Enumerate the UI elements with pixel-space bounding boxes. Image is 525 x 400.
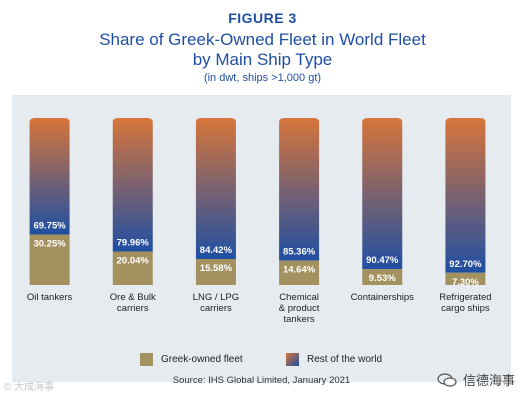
label-rest-5: 92.70%: [449, 259, 482, 270]
wechat-icon: [437, 372, 457, 387]
bar-rest-0: [29, 118, 70, 235]
figure-label: FIGURE 3: [228, 10, 297, 26]
label-rest-3: 85.36%: [283, 247, 316, 258]
label-greek-1: 20.04%: [117, 256, 150, 267]
category-label-0: Oil tankers: [27, 292, 73, 303]
label-rest-4: 90.47%: [366, 255, 399, 266]
legend-swatch-rest: [286, 353, 299, 366]
label-greek-3: 14.64%: [283, 265, 316, 276]
watermark-right: 信德海事: [437, 370, 515, 389]
bar-greek-1: [112, 251, 153, 285]
stacked-bar-chart: 69.75% 30.25% Oil tankers 79.96% 20.04% Ore &…: [27, 118, 492, 325]
bar-greek-2: [195, 258, 236, 285]
bar-greek-4: [362, 269, 403, 285]
category-label-line: carriers: [200, 303, 232, 314]
category-label-4: Containerships: [351, 292, 415, 303]
category-label-line: cargo ships: [441, 303, 490, 314]
legend-label-greek: Greek-owned fleet: [161, 354, 243, 365]
bar-greek-3: [279, 260, 320, 285]
category-label-3: Chemical & product tankers: [279, 292, 320, 325]
category-label-line: Chemical: [279, 292, 319, 303]
bar-rest-5: [445, 118, 486, 273]
label-rest-0: 69.75%: [33, 220, 66, 231]
category-label-line: LNG / LPG: [193, 292, 239, 303]
category-label-5: Refrigerated cargo ships: [439, 292, 491, 314]
label-rest-2: 84.42%: [200, 245, 233, 256]
category-label-line: & product: [279, 303, 320, 314]
bar-rest-3: [279, 118, 320, 261]
watermark-left: © 大成海事: [4, 382, 55, 393]
label-rest-1: 79.96%: [117, 238, 150, 249]
category-label-line: Oil tankers: [27, 292, 73, 303]
chart-subtitle: (in dwt, ships >1,000 gt): [203, 72, 322, 84]
legend-swatch-greek: [140, 353, 153, 366]
chart-title: Share of Greek-Owned Fleet in World Flee…: [0, 30, 525, 70]
bar-greek-5: [445, 272, 486, 285]
label-greek-4: 9.53%: [369, 273, 396, 284]
bar-rest-1: [112, 118, 153, 252]
category-label-line: carriers: [117, 303, 149, 314]
category-label-line: Containerships: [351, 292, 415, 303]
bar-rest-2: [195, 118, 236, 259]
category-label-line: Ore & Bulk: [110, 292, 156, 303]
bar-greek-0: [29, 234, 70, 285]
chart-panel: 69.75% 30.25% Oil tankers 79.96% 20.04% Ore &…: [12, 95, 511, 386]
legend-label-rest: Rest of the world: [307, 354, 383, 365]
category-label-2: LNG / LPG carriers: [193, 292, 239, 314]
title-line-2: by Main Ship Type: [192, 50, 333, 69]
label-greek-2: 15.58%: [200, 263, 233, 274]
category-label-1: Ore & Bulk carriers: [110, 292, 156, 314]
bar-rest-4: [362, 118, 403, 270]
category-label-line: Refrigerated: [439, 292, 491, 303]
legend-item-greek: Greek-owned fleet: [140, 353, 243, 366]
legend-item-rest: Rest of the world: [286, 353, 382, 366]
label-greek-0: 30.25%: [33, 238, 66, 249]
source-note: Source: IHS Global Limited, January 2021: [172, 375, 351, 386]
title-line-1: Share of Greek-Owned Fleet in World Flee…: [99, 30, 426, 49]
category-label-line: tankers: [284, 314, 315, 325]
watermark-right-text: 信德海事: [462, 373, 515, 388]
label-greek-5: 7.30%: [452, 277, 479, 288]
